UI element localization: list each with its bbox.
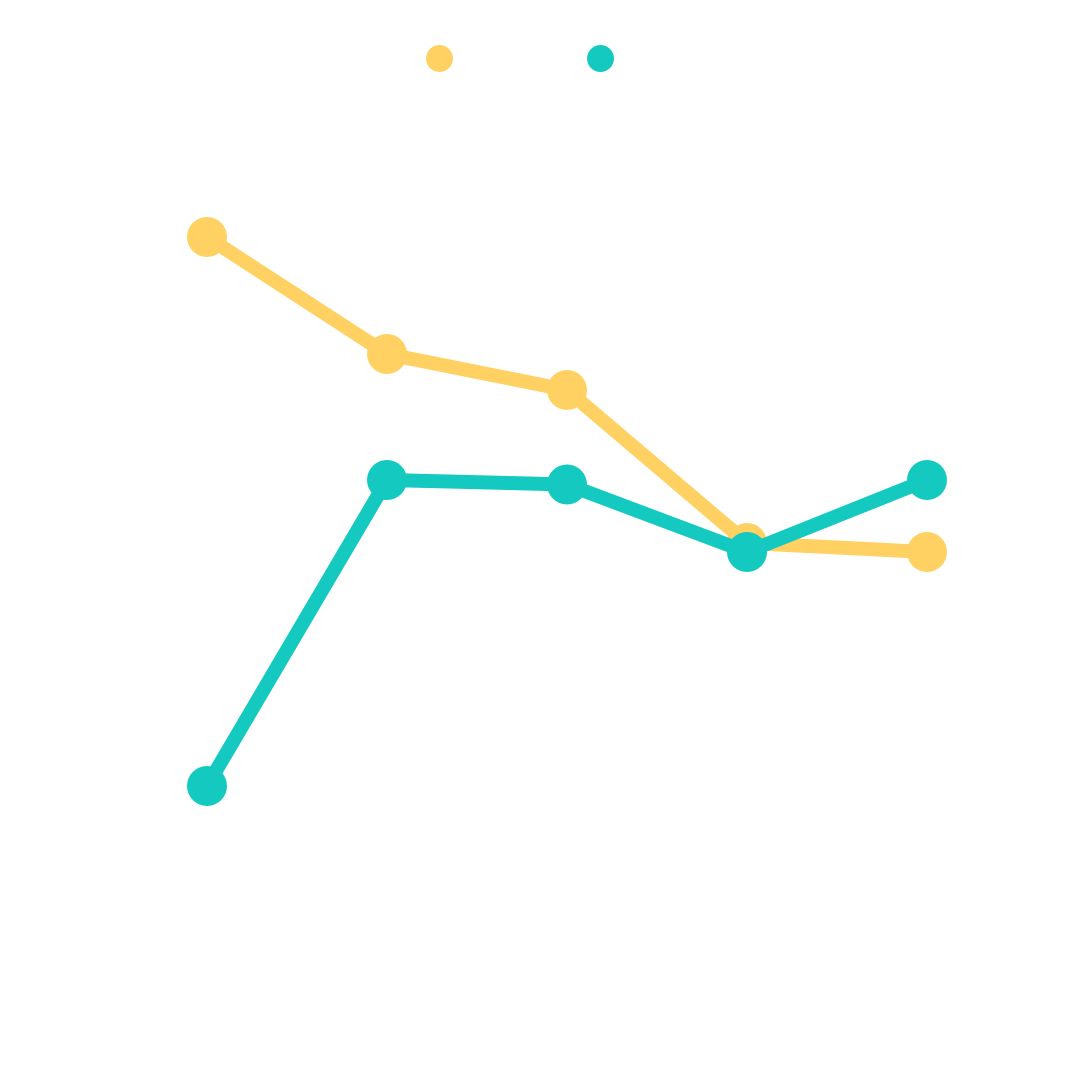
series-2-point-3[interactable]	[547, 464, 587, 505]
legend-marker-series-1	[426, 44, 453, 72]
series-1-point-2[interactable]	[367, 334, 407, 374]
series-1-point-3[interactable]	[547, 370, 587, 410]
legend-marker-series-2	[587, 44, 614, 72]
series-2-point-2[interactable]	[367, 460, 407, 500]
series-2-point-5[interactable]	[907, 460, 947, 500]
series-1-point-5[interactable]	[907, 532, 947, 572]
series-2-point-4[interactable]	[727, 532, 767, 572]
legend	[0, 44, 1080, 72]
series-1-point-1[interactable]	[187, 217, 227, 257]
series-2	[187, 460, 947, 806]
series-2-line	[200, 472, 930, 790]
series-2-point-1[interactable]	[187, 766, 227, 806]
legend-item-series-1[interactable]	[426, 44, 461, 72]
legend-item-series-2[interactable]	[587, 44, 622, 72]
